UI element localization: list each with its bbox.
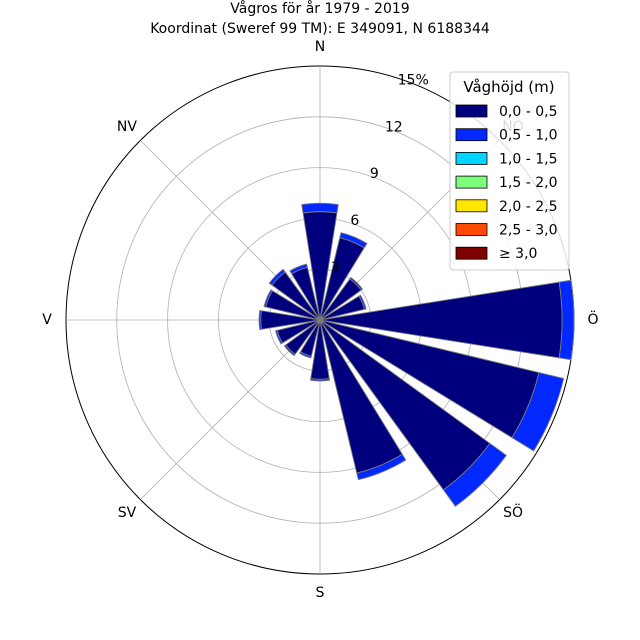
direction-label: N bbox=[315, 39, 325, 55]
rose-bar-segment bbox=[358, 294, 367, 310]
legend-entry-label: 0,5 - 1,0 bbox=[499, 128, 557, 144]
rose-bar-segment bbox=[309, 378, 331, 382]
chart-title: Vågros för år 1979 - 2019 bbox=[230, 0, 409, 17]
direction-label: V bbox=[42, 312, 52, 328]
radial-tick-labels: 3 6 9 12 15% bbox=[331, 72, 429, 276]
legend-swatch bbox=[455, 223, 488, 236]
rose-bar-segment bbox=[442, 442, 507, 507]
rose-bar-segment bbox=[558, 279, 575, 361]
direction-label: SV bbox=[118, 505, 137, 521]
rose-bar-segment bbox=[511, 372, 565, 452]
rose-bar-segment bbox=[283, 344, 296, 357]
radial-tick-label: 3 bbox=[331, 260, 340, 276]
radial-tick-label: 9 bbox=[370, 166, 379, 182]
direction-label: NV bbox=[117, 119, 137, 135]
direction-label: S bbox=[316, 585, 325, 601]
radial-tick-label: 15% bbox=[398, 72, 429, 88]
legend-swatch bbox=[455, 246, 488, 260]
radial-tick-label: 6 bbox=[350, 213, 359, 229]
rose-bar-segment bbox=[289, 263, 308, 275]
legend-entry-label: 0,0 - 0,5 bbox=[499, 104, 557, 120]
legend-swatch bbox=[455, 128, 488, 142]
legend-swatch bbox=[455, 175, 488, 189]
legend-entry-label: 2,0 - 2,5 bbox=[499, 199, 557, 215]
legend-entry-label: 2,5 - 3,0 bbox=[499, 223, 557, 239]
legend-frame bbox=[449, 71, 570, 271]
rose-bar-segment bbox=[258, 309, 262, 331]
rose-bar-segment bbox=[275, 329, 284, 345]
legend-entry-label: 1,0 - 1,5 bbox=[499, 151, 557, 167]
legend-entries: 0,0 - 0,5 0,5 - 1,0 1,0 - 1,5 1,5 - 2,0 2,0 … bbox=[455, 104, 557, 262]
rose-bar-segment bbox=[263, 289, 273, 308]
direction-label: Ö bbox=[587, 310, 598, 328]
rose-bar-segment bbox=[301, 202, 339, 214]
radial-tick-label: 12 bbox=[385, 119, 403, 135]
rose-bar-segment bbox=[339, 232, 368, 249]
legend-swatch bbox=[455, 104, 488, 118]
legend-entry-label: 1,5 - 2,0 bbox=[499, 175, 557, 191]
rose-bar-segment bbox=[349, 276, 364, 291]
legend: Våghöjd (m) 0,0 - 0,5 0,5 - 1,0 1,0 - 1,5 1… bbox=[449, 71, 570, 271]
legend-title: Våghöjd (m) bbox=[463, 78, 554, 96]
legend-swatch bbox=[455, 199, 488, 213]
legend-swatch bbox=[455, 151, 488, 165]
rose-bar-segment bbox=[299, 351, 312, 359]
chart-subtitle: Koordinat (Sweref 99 TM): E 349091, N 61… bbox=[150, 21, 490, 37]
legend-entry-label: ≥ 3,0 bbox=[499, 246, 537, 262]
rose-bars bbox=[258, 202, 575, 507]
direction-label: SÖ bbox=[503, 503, 523, 521]
rose-bar-segment bbox=[268, 268, 286, 286]
rose-bar-segment bbox=[356, 453, 407, 481]
